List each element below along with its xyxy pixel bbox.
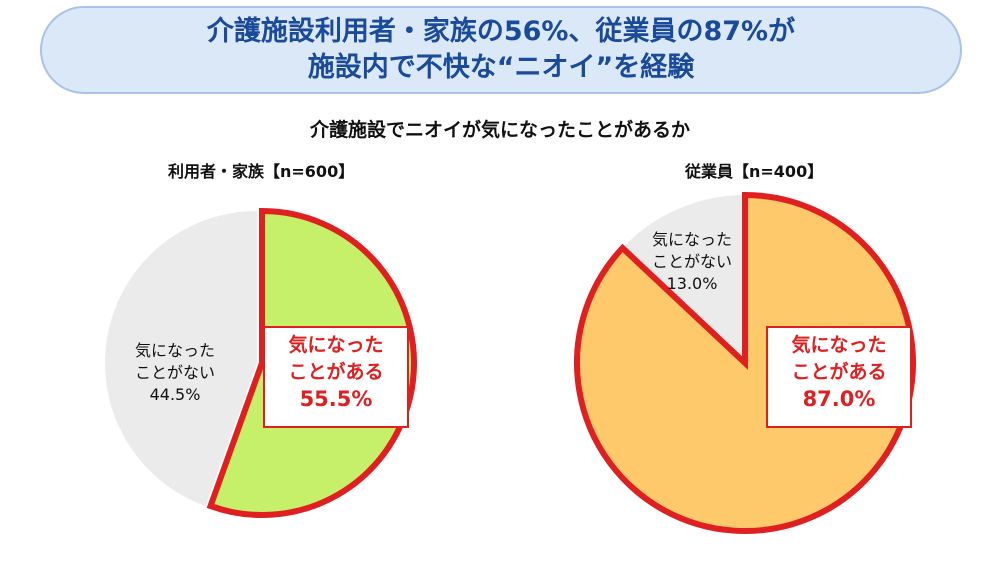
header-line-2: 施設内で不快な“ニオイ”を経験 bbox=[307, 52, 695, 83]
pie-1-gray-label: 気になった ことがない 44.5% bbox=[105, 340, 245, 406]
pie-1-title: 利用者・家族【n=600】 bbox=[168, 162, 355, 181]
pie-2-gray-label: 気になった ことがない 13.0% bbox=[622, 229, 762, 295]
pie-2-slice-not-noticed bbox=[622, 195, 745, 363]
pie-1-main-label-line2: ことがある bbox=[288, 361, 384, 383]
pie-2-gray-value: 13.0% bbox=[666, 274, 718, 293]
pie-1-gray-label-line2: ことがない bbox=[134, 363, 215, 382]
header-banner: 介護施設利用者・家族の56%、従業員の87%が 施設内で不快な“ニオイ”を経験 bbox=[40, 6, 962, 94]
pie-1-main-value: 55.5% bbox=[299, 387, 373, 411]
pie-2-gray-label-line1: 気になった bbox=[651, 230, 732, 249]
pie-1-gray-value: 44.5% bbox=[149, 385, 201, 404]
pie-1-highlight-box: 気になった ことがある 55.5% bbox=[263, 326, 409, 428]
header-line-1: 介護施設利用者・家族の56%、従業員の87%が bbox=[206, 16, 796, 47]
pie-2-main-value: 87.0% bbox=[802, 387, 876, 411]
pie-2-main-label-line2: ことがある bbox=[791, 361, 887, 383]
pie-2-highlight-box: 気になった ことがある 87.0% bbox=[766, 326, 912, 428]
pie-1-main-label-line1: 気になった bbox=[288, 334, 384, 356]
pie-2-slice-noticed bbox=[574, 191, 916, 534]
pie-2-gray-label-line2: ことがない bbox=[651, 252, 732, 271]
chart-subtitle: 介護施設でニオイが気になったことがあるか bbox=[309, 119, 690, 141]
pie-1-gray-label-line1: 気になった bbox=[134, 341, 215, 360]
pie-1-slice-not-noticed bbox=[105, 211, 257, 507]
pie-2-main-label-line1: 気になった bbox=[791, 334, 887, 356]
pie-2-title: 従業員【n=400】 bbox=[685, 162, 824, 181]
